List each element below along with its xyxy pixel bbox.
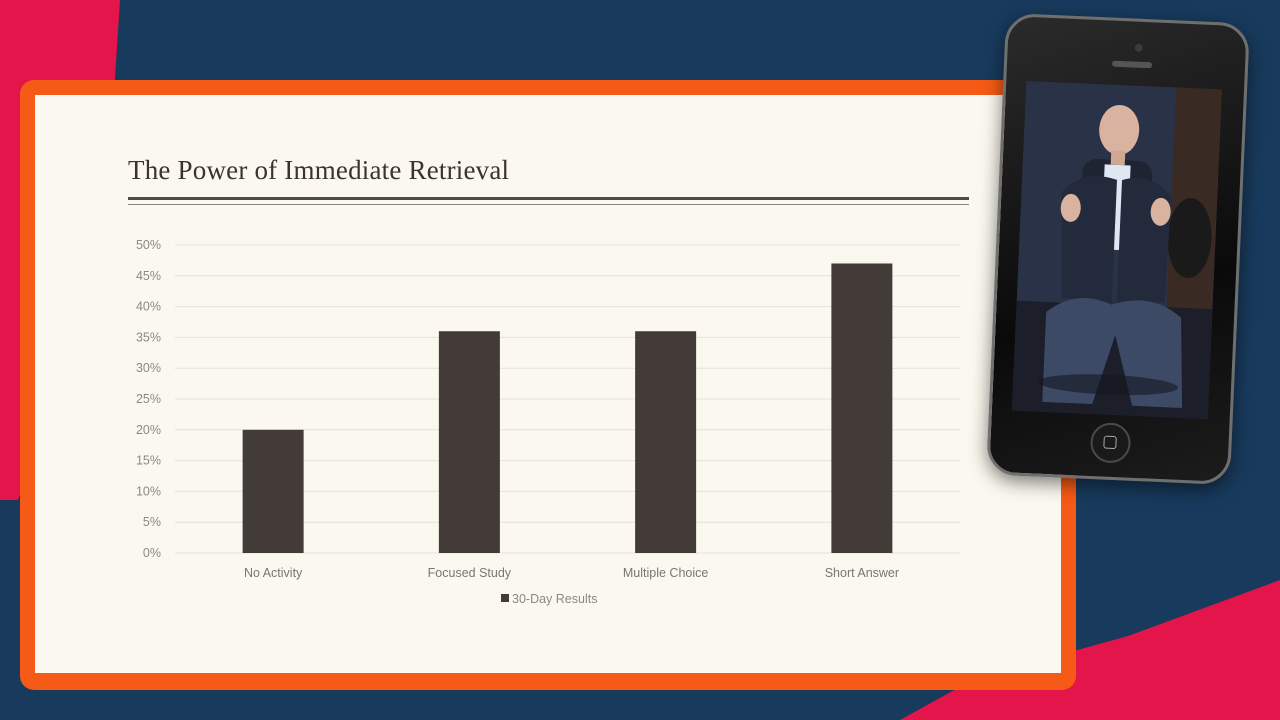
bar-no-activity	[242, 429, 304, 553]
presenter-video-frame	[1011, 80, 1223, 420]
slide-title: The Power of Immediate Retrieval	[128, 155, 510, 185]
x-category-label: Multiple Choice	[623, 566, 709, 580]
bar-focused-study	[438, 331, 500, 553]
y-tick-label: 30%	[136, 361, 161, 375]
y-tick-label: 35%	[136, 330, 161, 344]
bar-chart: 0% 5% 10% 15% 20% 25% 30% 35% 40% 45% 50% No Activi…	[136, 238, 960, 606]
y-tick-label: 25%	[136, 392, 161, 406]
y-tick-label: 40%	[136, 300, 161, 314]
y-tick-label: 15%	[136, 454, 161, 468]
y-tick-label: 20%	[136, 423, 161, 437]
x-category-label: No Activity	[244, 566, 303, 580]
y-tick-label: 50%	[136, 238, 161, 252]
presenter-video[interactable]	[1011, 80, 1223, 420]
slide: The Power of Immediate Retrieval 0% 5% 10%…	[35, 95, 1061, 673]
x-category-label: Short Answer	[825, 566, 899, 580]
title-divider-thin	[128, 204, 969, 205]
y-tick-label: 0%	[143, 546, 161, 560]
home-button[interactable]	[1089, 422, 1132, 464]
legend-label: 30-Day Results	[512, 592, 597, 606]
bar-short-answer	[831, 263, 893, 553]
smartphone	[986, 12, 1250, 486]
camera-icon	[1134, 43, 1143, 52]
speaker-grille	[1111, 60, 1153, 69]
y-tick-label: 5%	[143, 515, 161, 529]
legend-swatch	[501, 594, 509, 602]
y-tick-label: 45%	[136, 269, 161, 283]
x-category-label: Focused Study	[428, 566, 512, 580]
title-divider	[128, 197, 969, 200]
bar-multiple-choice	[635, 331, 697, 553]
y-tick-label: 10%	[136, 484, 161, 498]
